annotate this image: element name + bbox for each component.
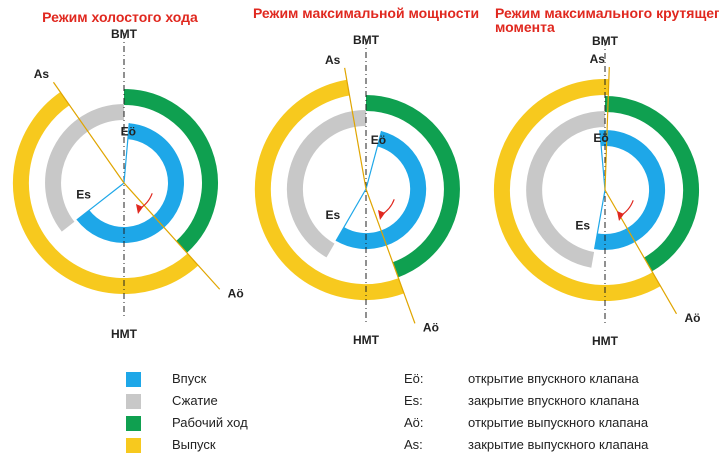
compression-arc xyxy=(45,104,125,232)
legend-phase-label: Сжатие xyxy=(172,393,218,408)
es-line xyxy=(335,188,367,242)
compression-arc xyxy=(526,111,606,268)
legend-phase-label: Впуск xyxy=(172,371,207,386)
es-label: Es xyxy=(575,219,590,233)
legend-phase-label: Рабочий ход xyxy=(172,415,248,430)
legend-swatch xyxy=(126,438,141,453)
rotation-arrow-head xyxy=(378,209,385,220)
as-label: As xyxy=(590,52,606,66)
power-stroke-arc xyxy=(365,95,460,278)
es-label: Es xyxy=(76,188,91,202)
as-line xyxy=(52,81,125,184)
diagram-2: Режим максимальной мощности xyxy=(253,5,479,324)
legend-swatch xyxy=(126,372,141,387)
legend-phase-label: Выпуск xyxy=(172,437,216,452)
ao-label: Aö xyxy=(685,311,701,325)
rotation-arrow-head xyxy=(617,210,624,221)
es-line xyxy=(76,182,125,221)
compression-arc xyxy=(286,110,367,258)
legend-event-key: Eö: xyxy=(404,371,424,386)
intake-arc xyxy=(76,123,184,243)
eo-label: Eö xyxy=(593,131,608,145)
legend-event-key: As: xyxy=(404,437,423,452)
es-label: Es xyxy=(326,208,341,222)
diagram-title: Режим холостого хода xyxy=(42,9,198,25)
ao-line xyxy=(604,189,678,315)
legend-event-key: Aö: xyxy=(404,415,424,430)
bdc-label: НМТ xyxy=(353,333,380,347)
diagram-3: Режим максимального крутящего момента xyxy=(493,5,719,325)
eo-line xyxy=(599,130,606,191)
ao-line xyxy=(123,182,221,290)
diagram-title: Режим максимального крутящего момента xyxy=(495,5,719,35)
legend-event-text: закрытие выпускного клапана xyxy=(468,437,649,452)
ao-line xyxy=(365,188,416,324)
legend-event-key: Es: xyxy=(404,393,423,408)
tdc-label: ВМТ xyxy=(353,33,380,47)
diagram-title: Режим максимальной мощности xyxy=(253,5,479,21)
legend-swatch xyxy=(126,394,141,409)
bdc-label: НМТ xyxy=(592,334,619,348)
tdc-label: ВМТ xyxy=(111,27,138,41)
legend-swatch xyxy=(126,416,141,431)
ao-label: Aö xyxy=(423,320,439,334)
power-stroke-arc xyxy=(123,89,218,253)
es-line xyxy=(593,189,606,250)
diagram-1: Режим холостого хода xyxy=(12,9,221,318)
legend-event-text: открытие впускного клапана xyxy=(468,371,639,386)
bdc-label: НМТ xyxy=(111,327,138,341)
as-label: As xyxy=(34,67,50,81)
legend-event-text: закрытие впускного клапана xyxy=(468,393,640,408)
exhaust-arc xyxy=(254,79,404,301)
eo-label: Eö xyxy=(371,133,386,147)
exhaust-arc xyxy=(12,92,199,295)
eo-line xyxy=(123,123,130,184)
as-line xyxy=(604,67,610,191)
intake-arc xyxy=(335,131,427,250)
exhaust-arc xyxy=(493,79,661,301)
rotation-arrow-head xyxy=(136,203,143,214)
legend-event-text: открытие выпускного клапана xyxy=(468,415,649,430)
eo-label: Eö xyxy=(121,125,136,139)
ao-label: Aö xyxy=(228,286,244,300)
eo-line xyxy=(365,130,383,190)
intake-arc xyxy=(594,130,666,250)
as-line xyxy=(344,67,367,190)
as-label: As xyxy=(325,53,341,67)
power-stroke-arc xyxy=(604,96,700,272)
tdc-label: ВМТ xyxy=(592,34,619,48)
